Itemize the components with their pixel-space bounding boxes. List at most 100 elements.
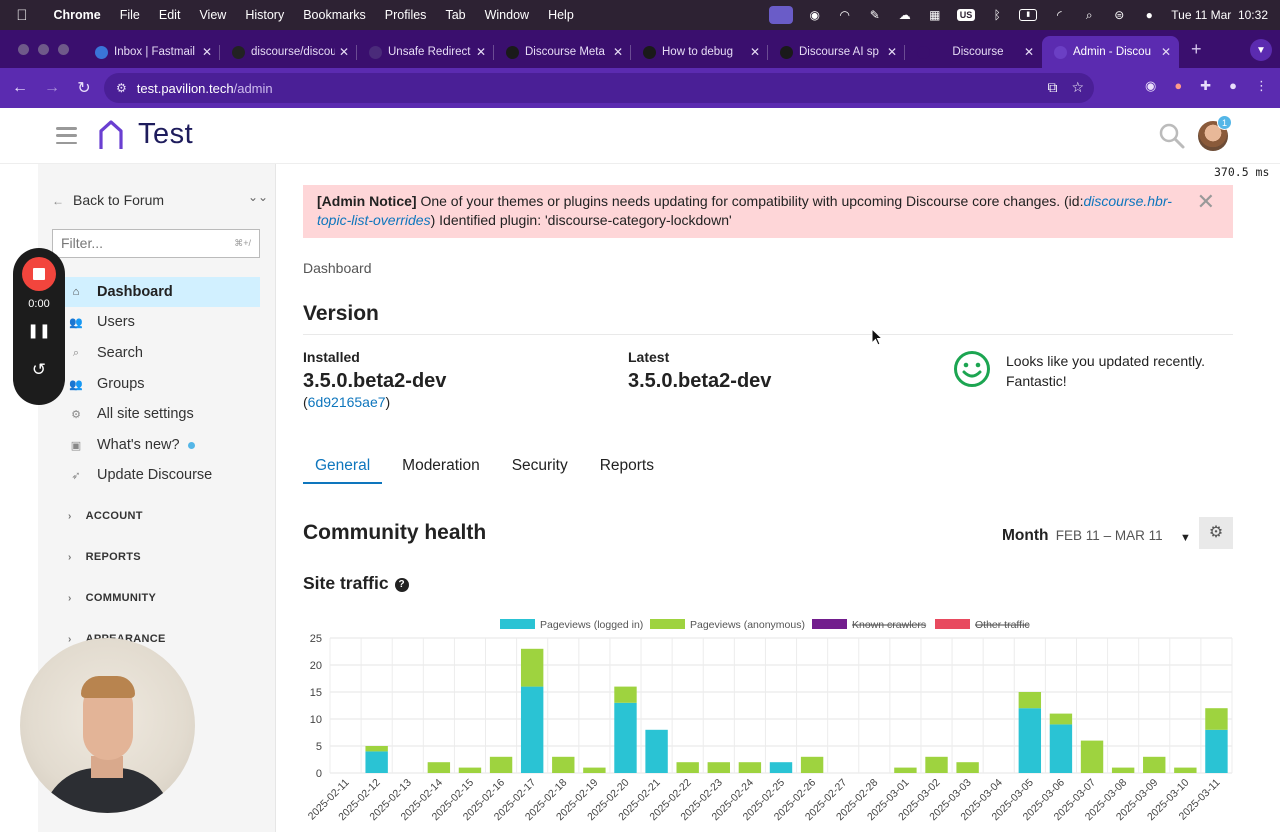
mouse-cursor-icon <box>871 328 883 346</box>
browser-tab[interactable]: How to debug ✕ <box>631 36 768 68</box>
close-window-button[interactable] <box>18 44 29 55</box>
extensions-puzzle-icon[interactable]: ✚ <box>1200 78 1212 93</box>
browser-tab[interactable]: Discourse Meta ✕ <box>494 36 631 68</box>
arc-icon[interactable]: ◠ <box>839 8 850 22</box>
sidebar-section-account[interactable]: › ACCOUNT <box>68 510 143 522</box>
hamburger-menu-icon[interactable] <box>56 127 77 144</box>
caret-down-icon[interactable]: ▼ <box>1180 532 1191 544</box>
profile-icon[interactable]: ● <box>1229 78 1237 93</box>
install-app-icon[interactable]: ⧉ <box>1047 79 1058 95</box>
zoom-window-button[interactable] <box>58 44 69 55</box>
close-icon[interactable]: ✕ <box>1196 189 1215 214</box>
users-icon: 👥 <box>69 316 83 329</box>
menu-profiles[interactable]: Profiles <box>384 8 427 22</box>
site-info-icon[interactable]: ⚙ <box>116 81 127 95</box>
sidebar-item-whats-new[interactable]: ▣ What's new? <box>52 430 260 460</box>
sidebar-item-search[interactable]: ⌕ Search <box>52 338 260 368</box>
siri-icon[interactable]: ● <box>1145 8 1153 22</box>
notice-id-link[interactable]: discourse.hbr-topic-list-overrides <box>317 193 1172 228</box>
menu-window[interactable]: Window <box>484 8 530 22</box>
reload-icon[interactable]: ↻ <box>77 80 91 97</box>
sidebar-filter-input[interactable]: Filter... ⌘+/ <box>52 229 260 258</box>
extension-1password-icon[interactable]: ◉ <box>1145 78 1157 93</box>
update-status-message: Looks like you updated recently. Fantast… <box>1006 353 1205 389</box>
site-logo[interactable]: Test <box>98 118 193 151</box>
menubar-clock[interactable]: Tue 11 Mar 10:32 <box>1171 8 1268 22</box>
cloud-icon[interactable]: ☁ <box>898 8 911 22</box>
minimize-window-button[interactable] <box>38 44 49 55</box>
sidebar-item-dashboard[interactable]: ⌂ Dashboard <box>52 277 260 307</box>
installed-version: 3.5.0.beta2-dev <box>303 370 447 392</box>
input-source-indicator[interactable]: US <box>956 9 976 21</box>
sidebar-item-label: All site settings <box>97 406 194 422</box>
tab-close-icon[interactable]: ✕ <box>612 45 623 59</box>
bluetooth-icon[interactable]: ᛒ <box>993 8 1001 22</box>
commit-hash-link[interactable]: 6d92165ae7 <box>307 394 386 410</box>
webcam-bubble[interactable] <box>20 638 195 813</box>
battery-icon[interactable]: ▮ <box>1019 9 1038 21</box>
back-to-forum-link[interactable]: ← Back to Forum <box>52 192 164 208</box>
browser-tab[interactable]: Discourse AI sp ✕ <box>768 36 905 68</box>
browser-tab[interactable]: discourse/discou ✕ <box>220 36 357 68</box>
tab-close-icon[interactable]: ✕ <box>338 45 349 59</box>
chrome-menu-icon[interactable]: ⋮ <box>1255 78 1268 93</box>
forward-arrow-icon[interactable]: → <box>44 79 60 96</box>
back-arrow-icon: ← <box>52 194 64 208</box>
menu-view[interactable]: View <box>199 8 227 22</box>
wifi-icon[interactable]: ◜ <box>1056 8 1062 22</box>
tab-close-icon[interactable]: ✕ <box>475 45 486 59</box>
latest-version: 3.5.0.beta2-dev <box>628 370 772 392</box>
browser-tab[interactable]: Discourse ✕ <box>905 36 1042 68</box>
sidebar-section-reports[interactable]: › REPORTS <box>68 551 141 563</box>
tab-close-icon[interactable]: ✕ <box>749 45 760 59</box>
spotlight-search-icon[interactable]: ⌕ <box>1085 7 1093 22</box>
tab-close-icon[interactable]: ✕ <box>1023 45 1034 59</box>
sidebar-item-update-discourse[interactable]: ➶ Update Discourse <box>52 460 260 490</box>
browser-tab[interactable]: Inbox | Fastmail ✕ <box>83 36 220 68</box>
browser-tab-active[interactable]: Admin - Discou ✕ <box>1042 36 1179 68</box>
menu-file[interactable]: File <box>119 8 140 22</box>
help-question-icon[interactable]: ? <box>394 578 409 592</box>
apple-menu-icon[interactable]:  <box>0 7 44 24</box>
tab-moderation[interactable]: Moderation <box>402 457 480 474</box>
extension-red-icon[interactable]: ● <box>1174 78 1183 93</box>
control-center-icon[interactable]: ⊜ <box>1114 8 1125 22</box>
address-bar[interactable]: ⚙ test.pavilion.tech/admin ⧉ ☆ <box>104 73 1094 103</box>
tab-general[interactable]: General <box>303 448 383 484</box>
tab-close-icon[interactable]: ✕ <box>201 45 212 59</box>
password-manager-icon[interactable]: ◉ <box>809 8 820 22</box>
period-selector[interactable]: Month FEB 11 – MAR 11 <box>1002 527 1163 545</box>
menu-help[interactable]: Help <box>548 8 574 22</box>
breadcrumb[interactable]: Dashboard <box>303 260 372 276</box>
sidebar-item-site-settings[interactable]: ⚙ All site settings <box>52 399 260 429</box>
tab-close-icon[interactable]: ✕ <box>886 45 897 59</box>
bookmark-star-icon[interactable]: ☆ <box>1071 79 1084 95</box>
header-search-icon[interactable] <box>1158 122 1186 150</box>
sidebar-item-groups[interactable]: 👥 Groups <box>52 369 260 399</box>
menu-history[interactable]: History <box>245 8 285 22</box>
screen-record-status-icon[interactable] <box>768 6 793 24</box>
restart-icon[interactable]: ↺ <box>31 360 47 379</box>
tab-search-dropdown-icon[interactable]: ▼ <box>1250 39 1272 61</box>
profiler-timing[interactable]: 370.5 ms <box>1214 165 1270 179</box>
new-tab-button[interactable]: + <box>1191 39 1202 59</box>
tab-reports[interactable]: Reports <box>599 457 654 474</box>
tab-security[interactable]: Security <box>511 457 568 474</box>
dashboard-settings-gear-icon[interactable]: ⚙ <box>1199 517 1233 549</box>
bar-segment <box>1018 708 1042 773</box>
menu-tab[interactable]: Tab <box>445 8 466 22</box>
menu-edit[interactable]: Edit <box>158 8 181 22</box>
notification-badge[interactable]: 1 <box>1217 115 1232 130</box>
menu-bookmarks[interactable]: Bookmarks <box>303 8 366 22</box>
sidebar-section-community[interactable]: › COMMUNITY <box>68 592 156 604</box>
window-layout-icon[interactable]: ▦ <box>929 8 941 22</box>
stop-recording-button[interactable] <box>22 257 56 291</box>
sidebar-item-users[interactable]: 👥 Users <box>52 307 260 337</box>
feather-icon[interactable]: ✎ <box>869 8 880 22</box>
tab-close-icon[interactable]: ✕ <box>1160 45 1171 59</box>
menu-app-chrome[interactable]: Chrome <box>53 8 101 22</box>
back-arrow-icon[interactable]: ← <box>12 79 28 96</box>
browser-tab[interactable]: Unsafe Redirect ✕ <box>357 36 494 68</box>
collapse-sidebar-icon[interactable]: ⌄⌄ <box>248 190 269 204</box>
pause-icon[interactable]: ❚❚ <box>27 322 51 338</box>
